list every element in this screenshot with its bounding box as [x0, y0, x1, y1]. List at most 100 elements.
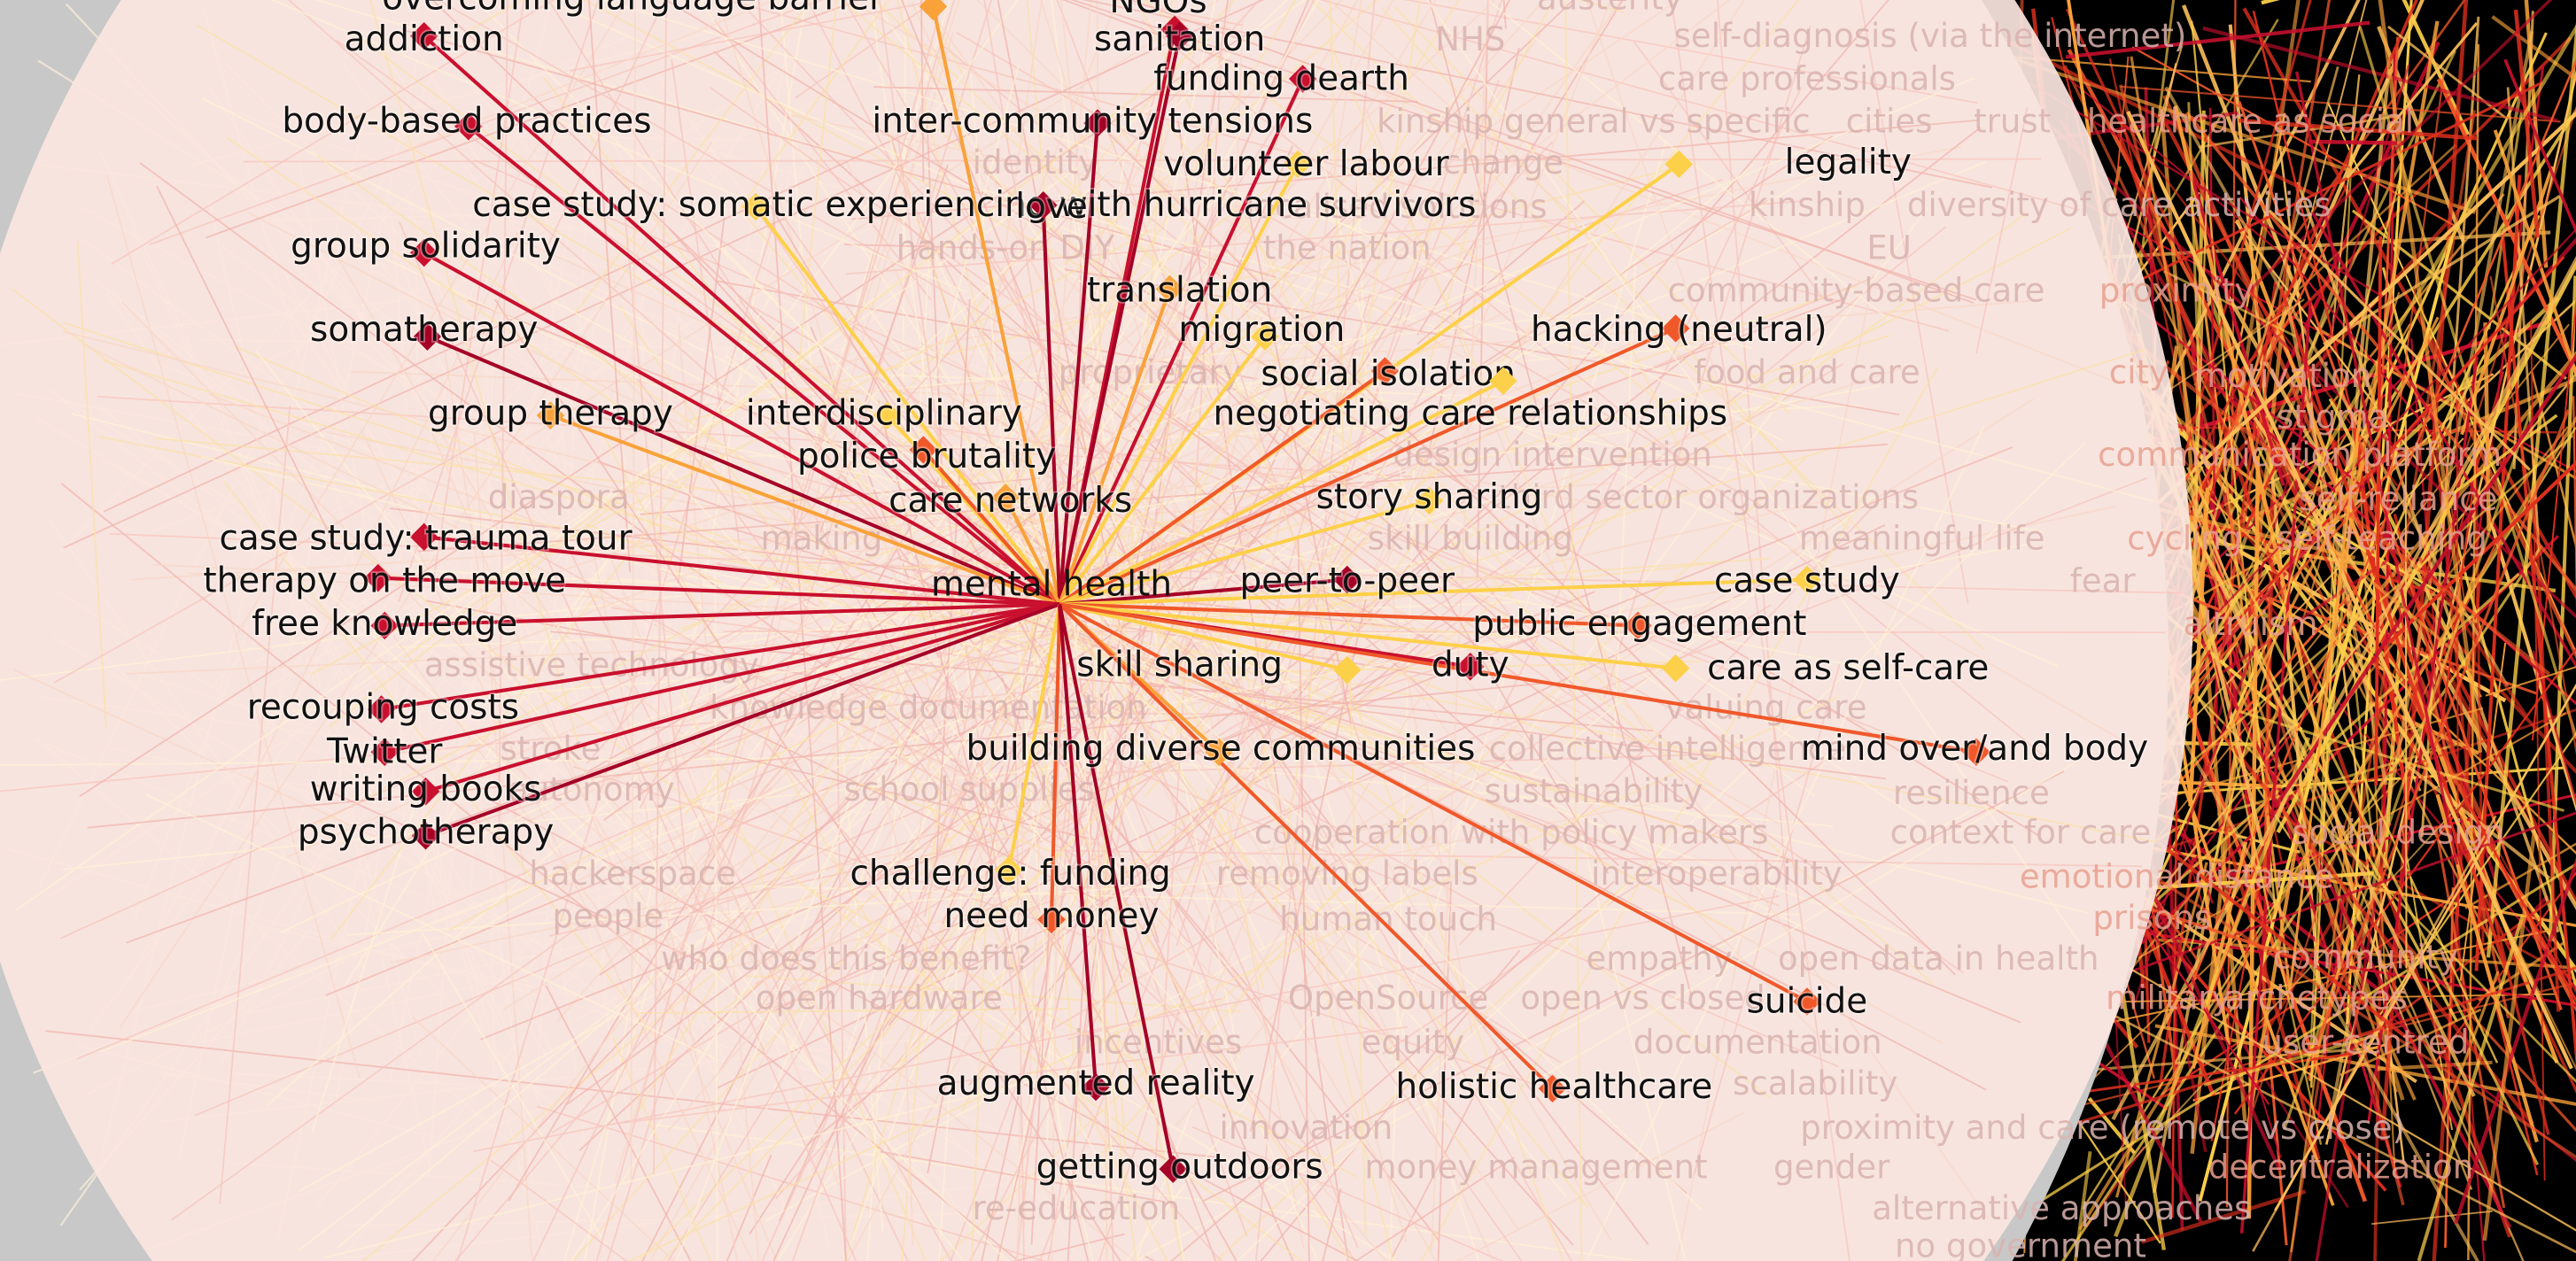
edge	[1394, 6, 1791, 415]
node-label: Twitter	[326, 732, 442, 772]
faded-label: making	[761, 520, 883, 558]
edge	[636, 377, 1099, 1006]
edge	[423, 35, 1061, 606]
edge	[377, 576, 1060, 607]
edge	[571, 687, 1089, 1261]
edge	[945, 638, 1068, 671]
edge	[53, 419, 520, 684]
faded-label: who does this benefit?	[661, 940, 1031, 978]
edge	[2268, 209, 2531, 471]
edge	[748, 303, 1289, 614]
faded-label: trust	[1974, 103, 2051, 141]
edge	[2308, 139, 2404, 146]
edge	[1058, 163, 1300, 606]
edge	[267, 450, 1005, 1106]
faded-label: interoperability	[1591, 855, 1842, 893]
edge	[2203, 1033, 2379, 1087]
edge	[1058, 288, 1172, 606]
edge	[1217, 14, 1244, 723]
edge	[2489, 275, 2576, 755]
edge	[2381, 267, 2576, 992]
edge	[1585, 425, 1985, 1261]
edge	[346, 874, 1335, 936]
faded-label: third sector organizations	[1498, 478, 1919, 516]
edge	[1074, 753, 1835, 828]
edge	[2202, 26, 2558, 123]
edge	[532, 624, 834, 1261]
edge	[1190, 0, 1343, 155]
edge	[943, 717, 1189, 1020]
edge	[678, 324, 760, 1261]
edge	[1621, 329, 1688, 463]
faded-label: military	[2106, 979, 2231, 1017]
edge	[1058, 35, 1182, 605]
node-marker	[1415, 486, 1444, 515]
edge	[680, 342, 1447, 630]
edge	[423, 251, 1061, 607]
edge	[1089, 803, 1415, 1168]
edge	[1143, 78, 1470, 502]
edge	[2263, 564, 2499, 1064]
node-label: public engagement	[1472, 604, 1806, 644]
edge	[2137, 535, 2559, 948]
edge	[483, 417, 1092, 654]
edge	[316, 154, 857, 542]
edge	[1236, 442, 2086, 1261]
edge	[888, 0, 1497, 557]
edge	[83, 344, 1120, 854]
edge	[667, 689, 1051, 1132]
node-label: love	[1015, 187, 1088, 227]
edge	[586, 524, 739, 1261]
edge	[1025, 598, 1185, 735]
edge	[1114, 658, 1362, 764]
faded-label: kinship general vs specific	[1377, 103, 1811, 141]
edge	[226, 136, 987, 659]
edge	[1114, 958, 1322, 1160]
edge	[772, 765, 1005, 1261]
faded-label: altruism	[2184, 605, 2318, 643]
node-label: care networks	[888, 481, 1132, 521]
edge	[467, 125, 1061, 606]
highlight-edges	[377, 5, 1977, 1170]
edge	[2240, 0, 2553, 299]
edge	[1026, 0, 1080, 568]
edge	[1382, 8, 1849, 530]
edge	[1044, 0, 1185, 455]
edge	[807, 574, 1062, 656]
node-marker	[370, 611, 399, 640]
faded-label: proprietary	[1059, 353, 1242, 391]
edge	[62, 767, 1059, 870]
edge	[206, 0, 863, 239]
edge	[2486, 21, 2576, 958]
faded-label: school supplies	[844, 770, 1095, 808]
faded-label: emotional distance	[2020, 857, 2334, 895]
edge	[1175, 744, 1513, 1127]
edge	[673, 592, 1028, 655]
edge	[423, 535, 1060, 607]
edge	[1117, 0, 1510, 729]
edge	[2191, 841, 2248, 1069]
edge	[2208, 107, 2218, 724]
edge	[1059, 602, 1808, 1003]
faded-label: proximity and care (remote vs close)	[1800, 1109, 2405, 1147]
edge	[715, 244, 1703, 1211]
edge	[1028, 164, 1755, 757]
edge	[2346, 608, 2376, 857]
edge	[586, 0, 1261, 765]
faded-label: prisons	[2092, 899, 2211, 937]
node-marker	[411, 777, 440, 806]
node-label: suicide	[1747, 981, 1868, 1021]
edge	[1455, 1111, 1744, 1261]
edge	[882, 374, 1520, 399]
edge	[235, 0, 628, 637]
edge	[2532, 650, 2576, 807]
edge	[630, 0, 637, 1180]
node-label: police brutality	[797, 437, 1056, 476]
edge	[12, 669, 385, 842]
edge	[145, 793, 716, 1060]
edge	[1248, 213, 1353, 725]
edge	[890, 654, 1378, 1071]
faded-labels: NHS self-diagnosis (via the internet) care…	[424, 0, 2505, 1261]
edge	[2223, 316, 2440, 739]
